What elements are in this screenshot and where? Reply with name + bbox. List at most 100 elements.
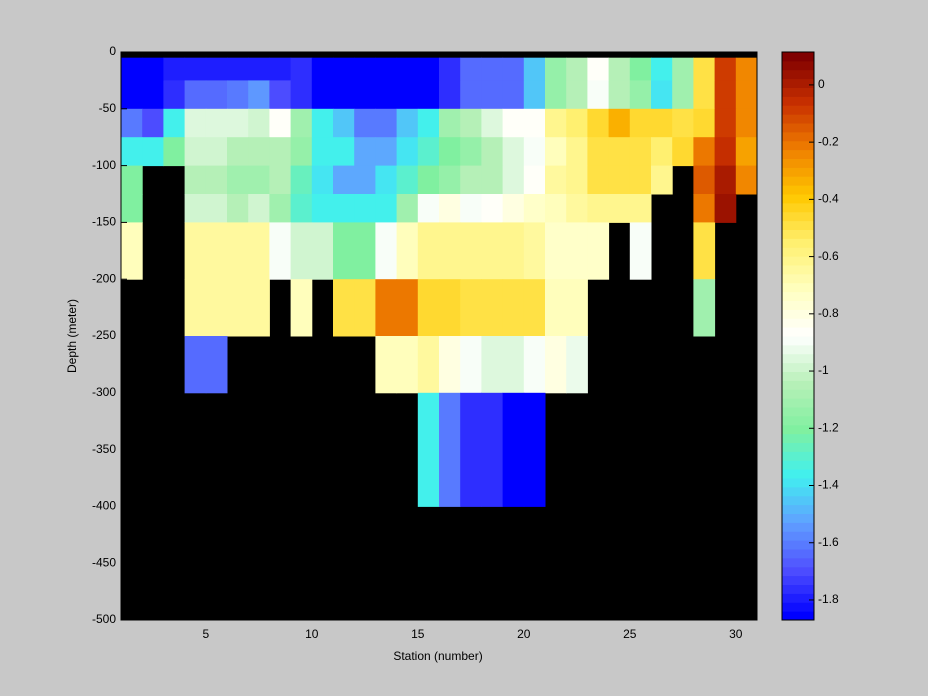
y-tick-label: -250 [92,328,116,342]
heatmap-cell [502,80,525,110]
colorbar-swatch [782,362,814,372]
colorbar-swatch [782,353,814,364]
heatmap-cell [587,165,610,195]
heatmap-cell [290,108,313,138]
colorbar-swatch [782,52,814,62]
heatmap-cell [269,222,292,280]
heatmap-cell [566,80,588,110]
heatmap-cell [693,165,716,195]
colorbar-swatch [782,87,814,97]
heatmap-cell [693,108,716,138]
heatmap-cell [248,57,270,81]
heatmap-cell [142,108,164,138]
colorbar-swatch [782,424,814,435]
heatmap-cell [545,165,567,195]
heatmap-cell [629,222,652,280]
colorbar-swatch [782,566,814,577]
heatmap-cell [205,279,228,337]
colorbar-tick-label: 0 [818,77,825,91]
heatmap-cell [184,165,207,195]
colorbar-swatch [782,105,814,115]
heatmap-cell [672,108,694,138]
heatmap-cell [248,108,270,138]
heatmap-cell [333,279,355,337]
heatmap-cell [121,80,143,110]
heatmap-cell [481,165,504,195]
heatmap-cell [248,137,270,167]
heatmap-cell [566,108,588,138]
heatmap-cell [205,194,228,223]
colorbar-swatch [782,611,814,621]
heatmap-cell [481,336,504,394]
heatmap-cell [545,279,567,337]
heatmap-cell [269,194,292,223]
heatmap-cell [481,80,504,110]
heatmap-cell [396,194,419,223]
heatmap-cell [396,57,419,81]
x-tick-label: 5 [202,627,209,641]
heatmap-cell [248,222,270,280]
heatmap-cell [163,137,186,167]
heatmap-cell [417,80,440,110]
heatmap-cell [545,57,567,81]
colorbar-swatch [782,238,814,248]
colorbar-swatch [782,273,814,284]
heatmap-cell [545,108,567,138]
colorbar-swatch [782,220,814,230]
heatmap-cell [460,165,482,195]
x-axis-label: Station (number) [393,649,482,663]
heatmap-cell [227,222,249,280]
colorbar-tick-label: -1 [818,363,829,377]
heatmap-cell [121,137,143,167]
heatmap-cell [566,137,588,167]
heatmap-cell [333,137,355,167]
heatmap-cell [142,57,164,81]
heatmap-cell [693,279,716,337]
heatmap-cell [545,137,567,167]
heatmap-cell [460,279,482,337]
heatmap-cell [566,279,588,337]
heatmap-cell [502,194,525,223]
colorbar-swatch [782,291,814,301]
heatmap-cell [354,194,376,223]
colorbar-swatch [782,131,814,142]
colorbar-swatch [782,557,814,568]
heatmap-cell [375,194,398,223]
heatmap-cell [375,222,398,280]
heatmap-cell [375,108,398,138]
heatmap-cell [481,392,504,507]
heatmap-cell [290,165,313,195]
heatmap-cell [227,279,249,337]
heatmap-cell [481,137,504,167]
heatmap-cell [205,137,228,167]
y-tick-label: -100 [92,158,116,172]
heatmap-cell [248,194,270,223]
heatmap-cell [417,194,440,223]
x-tick-label: 15 [411,627,425,641]
colorbar-swatch [782,176,814,186]
colorbar-swatch [782,344,814,355]
x-tick-label: 10 [305,627,319,641]
colorbar-swatch [782,593,814,603]
x-tick-label: 25 [623,627,637,641]
heatmap-cell [354,80,376,110]
heatmap-cell [205,80,228,110]
heatmap-cell [523,336,546,394]
heatmap-cell [439,222,461,280]
heatmap-cell [481,108,504,138]
heatmap-cell [354,57,376,81]
colorbar-swatch [782,469,814,479]
colorbar-swatch [782,522,814,532]
colorbar-swatch [782,380,814,390]
heatmap-cell [439,392,461,507]
heatmap-cell [587,57,610,81]
heatmap-cell [311,165,334,195]
colorbar-tick-label: -0.6 [818,249,839,263]
heatmap-cell [290,80,313,110]
heatmap-cell [502,165,525,195]
colorbar-swatch [782,389,814,399]
colorbar-swatch [782,185,814,195]
colorbar-swatch [782,433,814,443]
heatmap-cell [714,57,737,81]
colorbar-swatch [782,407,814,417]
